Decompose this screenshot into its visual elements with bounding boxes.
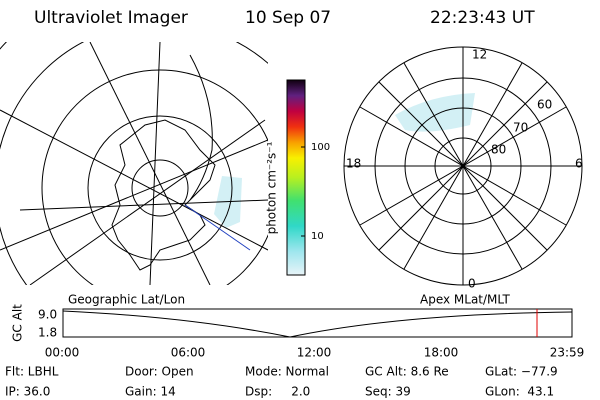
status-field: Gain: 14 — [125, 385, 176, 399]
polar-map: 12 6 0 18 60 70 80 — [343, 46, 583, 291]
y-axis-label: GC Alt — [11, 304, 25, 342]
status-field: Door: Open — [125, 365, 194, 379]
colorbar-tick: 10 — [311, 231, 324, 242]
altitude-plot: Geographic Lat/Lon Apex MLat/MLT 9.0 1.8… — [11, 293, 585, 360]
status-field: GLon: 43.1 — [485, 385, 554, 399]
mlt-label: 12 — [472, 48, 487, 62]
x-tick-label: 00:00 — [45, 346, 80, 360]
x-tick-label: 23:59 — [550, 346, 585, 360]
geographic-map — [0, 42, 268, 285]
status-field: Seq: 39 — [365, 385, 411, 399]
status-field: Dsp: 2.0 — [245, 385, 310, 399]
x-tick-label: 12:00 — [297, 346, 332, 360]
plot-title: Apex MLat/MLT — [420, 293, 510, 307]
mlat-label: 80 — [491, 143, 506, 157]
colorbar: 100 10 photon cm⁻²s⁻¹ — [265, 79, 330, 276]
status-panel: Flt: LBHL Door: Open Mode: Normal GC Alt: 8… — [5, 365, 558, 399]
plot-title: Geographic Lat/Lon — [68, 293, 185, 307]
status-field: GLat: −77.9 — [485, 365, 558, 379]
status-field: IP: 36.0 — [5, 385, 50, 399]
status-field: Flt: LBHL — [5, 365, 59, 379]
mlat-label: 60 — [537, 98, 552, 112]
mlat-label: 70 — [513, 121, 528, 135]
mlt-label: 0 — [468, 277, 476, 291]
mlt-label: 18 — [346, 157, 361, 171]
colorbar-label: photon cm⁻²s⁻¹ — [265, 141, 279, 234]
mlt-label: 6 — [575, 157, 583, 171]
y-tick-label: 9.0 — [38, 308, 57, 322]
x-tick-label: 06:00 — [171, 346, 206, 360]
time: 22:23:43 UT — [430, 8, 535, 28]
colorbar-tick: 100 — [311, 142, 330, 153]
x-tick-label: 18:00 — [424, 346, 459, 360]
y-tick-label: 1.8 — [38, 326, 57, 340]
date: 10 Sep 07 — [245, 8, 331, 28]
status-field: GC Alt: 8.6 Re — [365, 365, 449, 379]
instrument-title: Ultraviolet Imager — [34, 8, 188, 28]
status-field: Mode: Normal — [245, 365, 329, 379]
